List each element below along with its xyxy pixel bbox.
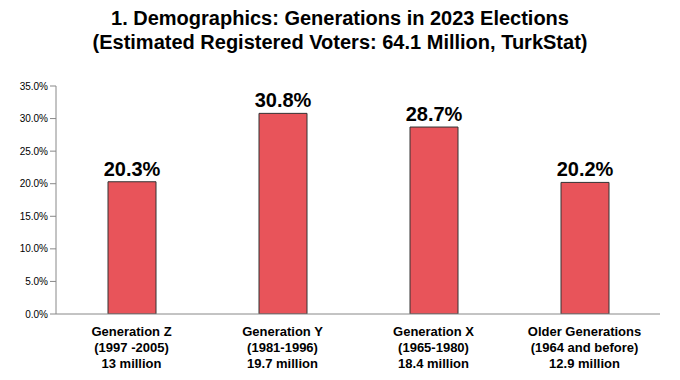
- svg-text:35.0%: 35.0%: [20, 81, 48, 92]
- svg-text:15.0%: 15.0%: [20, 211, 48, 222]
- html-text:1. Demographics: Generations i: 1. Demographics: Generations in 2023 Ele…: [111, 7, 569, 29]
- svg-text:28.7%: 28.7%: [406, 103, 463, 125]
- svg-text:Generation Y(1981-1996)19.7 mi: Generation Y(1981-1996)19.7 million: [242, 324, 323, 371]
- svg-text:0.0%: 0.0%: [25, 309, 48, 320]
- html-text:(Estimated Registered Voters:: (Estimated Registered Voters: 64.1 Milli…: [92, 31, 588, 53]
- svg-text:Generation X(1965-1980)18.4 mi: Generation X(1965-1980)18.4 million: [393, 324, 474, 371]
- svg-text:10.0%: 10.0%: [20, 243, 48, 254]
- svg-text:25.0%: 25.0%: [20, 146, 48, 157]
- svg-text:20.2%: 20.2%: [557, 158, 614, 180]
- svg-text:30.0%: 30.0%: [20, 113, 48, 124]
- svg-text:5.0%: 5.0%: [25, 276, 48, 287]
- svg-text:Generation Z(1997 -2005)13 mil: Generation Z(1997 -2005)13 million: [91, 324, 171, 371]
- svg-text:20.3%: 20.3%: [104, 158, 161, 180]
- svg-text:Older Generations(1964 and bef: Older Generations(1964 and before)12.9 m…: [528, 324, 641, 371]
- svg-text:20.0%: 20.0%: [20, 178, 48, 189]
- svg-text:30.8%: 30.8%: [255, 89, 312, 111]
